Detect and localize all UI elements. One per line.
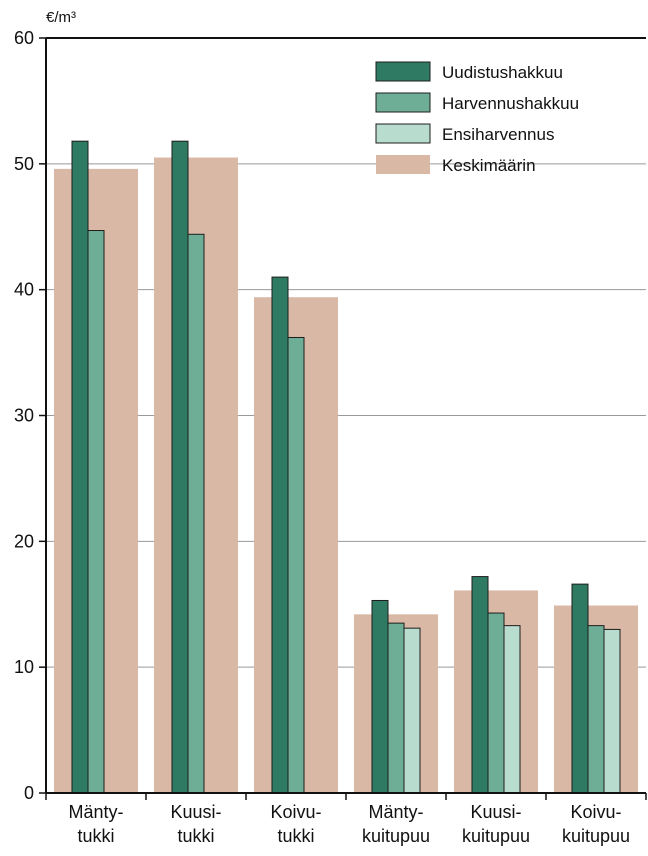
bar-ensiharvennus (603, 628, 621, 794)
x-tick-label: tukki (77, 826, 114, 846)
legend-label: Uudistushakkuu (442, 63, 563, 82)
x-tick-label: Mänty- (368, 802, 423, 822)
bar-uudistushakkuu (571, 583, 589, 794)
legend-label: Keskimäärin (442, 156, 536, 175)
y-tick-label: 20 (14, 531, 34, 551)
y-tick-label: 40 (14, 280, 34, 300)
bar-harvennushakkuu (387, 622, 405, 794)
bar-uudistushakkuu (171, 140, 189, 794)
x-tick-label: Kuusi- (170, 802, 221, 822)
y-tick-labels: 0 10 20 30 40 50 60 (14, 28, 34, 803)
bar-ensiharvennus (503, 625, 521, 794)
series-bars (71, 140, 621, 794)
x-tick-label: Koivu- (570, 802, 621, 822)
y-tick-label: 30 (14, 406, 34, 426)
bar-harvennushakkuu (587, 625, 605, 794)
bar-uudistushakkuu (271, 276, 289, 794)
bar-uudistushakkuu (471, 576, 489, 794)
x-tick-label: kuitupuu (562, 826, 630, 846)
bar-ensiharvennus (403, 627, 421, 794)
legend-swatch (375, 123, 431, 144)
x-tick-label: tukki (277, 826, 314, 846)
legend-swatch (375, 61, 431, 82)
bar-harvennushakkuu (87, 230, 105, 794)
legend: Uudistushakkuu Harvennushakkuu Ensiharvenn… (375, 61, 579, 175)
y-tick-label: 0 (24, 783, 34, 803)
x-tick-label: Kuusi- (470, 802, 521, 822)
legend-label: Harvennushakkuu (442, 94, 579, 113)
bar-uudistushakkuu (71, 140, 89, 794)
bar-harvennushakkuu (187, 233, 205, 794)
x-tick-label: Mänty- (68, 802, 123, 822)
bar-harvennushakkuu (287, 336, 305, 794)
bar-harvennushakkuu (487, 612, 505, 794)
axes (39, 37, 647, 800)
x-tick-label: tukki (177, 826, 214, 846)
x-tick-labels: Mänty-tukki Kuusi-tukki Koivu-tukki Mänty-k… (68, 802, 630, 846)
y-tick-label: 50 (14, 154, 34, 174)
x-tick-label: Koivu- (270, 802, 321, 822)
legend-swatch (375, 92, 431, 113)
x-tick-label: kuitupuu (462, 826, 530, 846)
legend-swatch (376, 155, 430, 174)
y-axis-unit-label: €/m³ (46, 9, 76, 26)
legend-label: Ensiharvennus (442, 125, 554, 144)
grid-lines (46, 163, 646, 668)
average-bars (54, 157, 638, 793)
bar-uudistushakkuu (371, 599, 389, 794)
y-tick-label: 60 (14, 28, 34, 48)
y-tick-label: 10 (14, 657, 34, 677)
x-tick-label: kuitupuu (362, 826, 430, 846)
